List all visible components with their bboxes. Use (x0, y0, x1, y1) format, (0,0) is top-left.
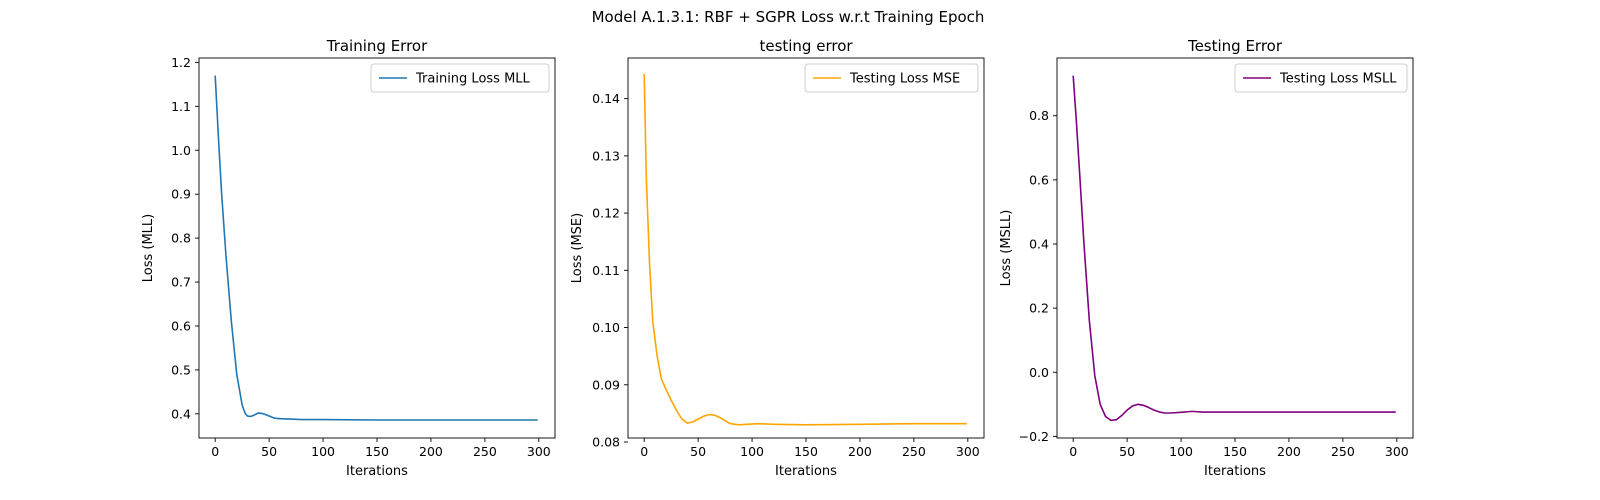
y-tick-label: 0.6 (1029, 172, 1049, 187)
x-tick-label: 250 (1331, 444, 1355, 459)
x-tick-label: 300 (527, 444, 551, 459)
x-tick-label: 50 (261, 444, 277, 459)
y-tick-label: 0.4 (1029, 236, 1049, 251)
subplot-title: testing error (759, 37, 853, 55)
subplot-2: testing error 0 50 100 150 200 250 300 0.08 0.09 0… (570, 37, 985, 479)
subplot-title: Training Error (326, 37, 428, 55)
x-tick-label: 200 (848, 444, 872, 459)
y-tick-label: 0.0 (1029, 365, 1049, 380)
series-line-1 (1072, 75, 1396, 422)
y-tick-label: 0.13 (592, 148, 620, 163)
legend: Testing Loss MSLL (1234, 63, 1408, 93)
x-tick-label: 100 (1169, 444, 1193, 459)
x-tick-label: 0 (640, 444, 648, 459)
legend-box (804, 63, 979, 93)
legend: Testing Loss MSE (804, 63, 979, 93)
series-line-1 (643, 74, 967, 426)
y-tick-label: 0.08 (592, 435, 620, 450)
y-tick-label: 1.0 (171, 143, 191, 158)
legend: Training Loss MLL (370, 63, 550, 93)
y-tick-label: 0.8 (1029, 108, 1049, 123)
legend-label: Training Loss MLL (415, 72, 531, 87)
subplot-1: Training Error 0 50 100 150 200 250 300 0.4 0.5 0.… (141, 37, 556, 479)
y-tick-label: 0.10 (592, 320, 620, 335)
axes-frame (1056, 57, 1414, 439)
x-tick-label: 100 (740, 444, 764, 459)
y-tick-label: 0.12 (592, 206, 620, 221)
x-axis-label: Iterations (775, 464, 837, 479)
legend-label: Testing Loss MSLL (1279, 72, 1397, 87)
axes-frame (198, 57, 556, 439)
figure-suptitle: Model A.1.3.1: RBF + SGPR Loss w.r.t Tra… (592, 8, 985, 26)
y-axis-label: Loss (MLL) (141, 214, 156, 283)
x-tick-label: 0 (1069, 444, 1077, 459)
x-tick-label: 250 (902, 444, 926, 459)
series-line-1 (214, 75, 538, 421)
y-tick-label: 0.11 (592, 263, 620, 278)
subplots: Training Error 0 50 100 150 200 250 300 0.4 0.5 0.… (141, 37, 1414, 479)
y-tick-label: 1.2 (171, 55, 191, 70)
legend-box (370, 63, 550, 93)
y-tick-label: 0.2 (1029, 301, 1049, 316)
y-tick-label: 0.4 (171, 406, 191, 421)
y-tick-label: 0.8 (171, 231, 191, 246)
x-axis-label: Iterations (346, 464, 408, 479)
y-tick-label: 0.09 (592, 377, 620, 392)
legend-box (1234, 63, 1408, 93)
x-tick-label: 300 (1385, 444, 1409, 459)
x-tick-label: 150 (1223, 444, 1247, 459)
y-tick-label: 0.9 (171, 187, 191, 202)
x-tick-label: 150 (365, 444, 389, 459)
subplot-3: Testing Error 0 50 100 150 200 250 300 −0.2 0.0 0.… (999, 37, 1414, 479)
x-tick-label: 100 (311, 444, 335, 459)
y-tick-label: 0.6 (171, 318, 191, 333)
x-axis-label: Iterations (1204, 464, 1266, 479)
x-tick-label: 150 (794, 444, 818, 459)
y-tick-label: 0.14 (592, 91, 620, 106)
legend-label: Testing Loss MSE (849, 72, 960, 87)
y-axis-label: Loss (MSLL) (999, 210, 1014, 287)
y-axis-label: Loss (MSE) (570, 213, 585, 283)
subplot-title: Testing Error (1187, 37, 1283, 55)
axes-frame (627, 57, 985, 439)
y-tick-label: 0.5 (171, 362, 191, 377)
x-tick-label: 50 (690, 444, 706, 459)
x-tick-label: 300 (956, 444, 980, 459)
y-tick-label: 1.1 (171, 99, 191, 114)
x-tick-label: 50 (1119, 444, 1135, 459)
y-tick-label: −0.2 (1019, 429, 1049, 444)
y-tick-label: 0.7 (171, 275, 191, 290)
x-tick-label: 200 (419, 444, 443, 459)
x-tick-label: 200 (1277, 444, 1301, 459)
x-tick-label: 0 (211, 444, 219, 459)
x-tick-label: 250 (473, 444, 497, 459)
